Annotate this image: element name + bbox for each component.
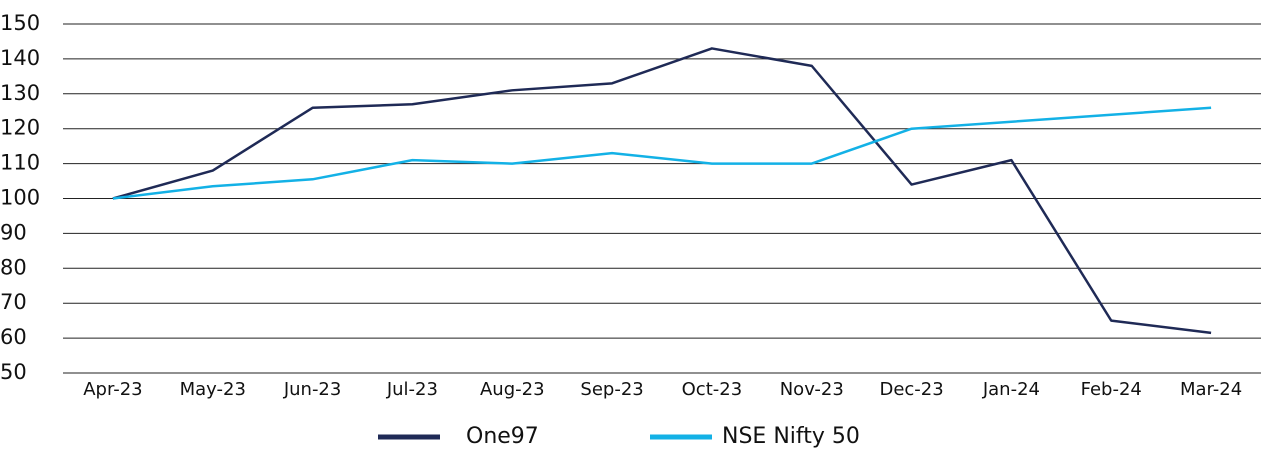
x-tick-label: Jan-24 <box>982 379 1040 400</box>
y-tick-label: 110 <box>0 151 40 175</box>
y-tick-label: 60 <box>0 325 27 349</box>
x-tick-label: Nov-23 <box>780 379 844 400</box>
y-tick-label: 80 <box>0 255 27 279</box>
series-line <box>112 106 1212 200</box>
x-tick-label: Feb-24 <box>1081 379 1142 400</box>
legend-label: NSE Nifty 50 <box>722 424 860 449</box>
x-tick-label: Apr-23 <box>83 379 142 400</box>
y-tick-label: 150 <box>0 11 40 35</box>
y-tick-label: 130 <box>0 81 40 105</box>
x-tick-label: Dec-23 <box>879 379 943 400</box>
y-tick-label: 100 <box>0 186 40 210</box>
x-tick-label: Mar-24 <box>1180 379 1242 400</box>
x-tick-label: Aug-23 <box>480 379 545 400</box>
y-tick-label: 140 <box>0 46 40 70</box>
x-tick-label: May-23 <box>180 379 246 400</box>
x-tick-label: Jun-23 <box>283 379 342 400</box>
y-tick-label: 90 <box>0 220 27 244</box>
legend-label: One97 <box>466 424 539 449</box>
x-tick-label: Sep-23 <box>580 379 643 400</box>
y-tick-label: 50 <box>0 360 27 384</box>
y-tick-label: 120 <box>0 116 40 140</box>
x-tick-label: Oct-23 <box>682 379 743 400</box>
series-line <box>112 47 1212 335</box>
y-tick-label: 70 <box>0 290 27 314</box>
x-tick-label: Jul-23 <box>386 379 438 400</box>
